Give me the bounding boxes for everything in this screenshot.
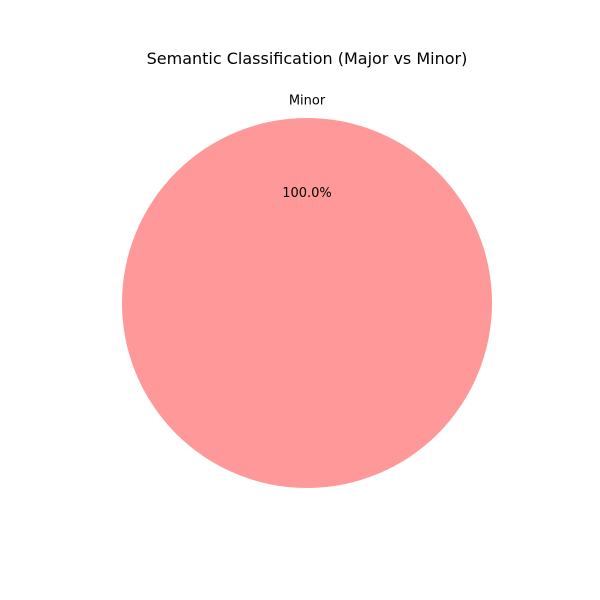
slice-category-label: Minor xyxy=(289,94,326,109)
chart-title: Semantic Classification (Major vs Minor) xyxy=(147,49,468,68)
pie-slice-minor xyxy=(122,118,492,488)
pie-labels: Minor 100.0% xyxy=(282,94,332,202)
pie-slices xyxy=(122,118,492,488)
slice-percent-label: 100.0% xyxy=(282,186,332,201)
